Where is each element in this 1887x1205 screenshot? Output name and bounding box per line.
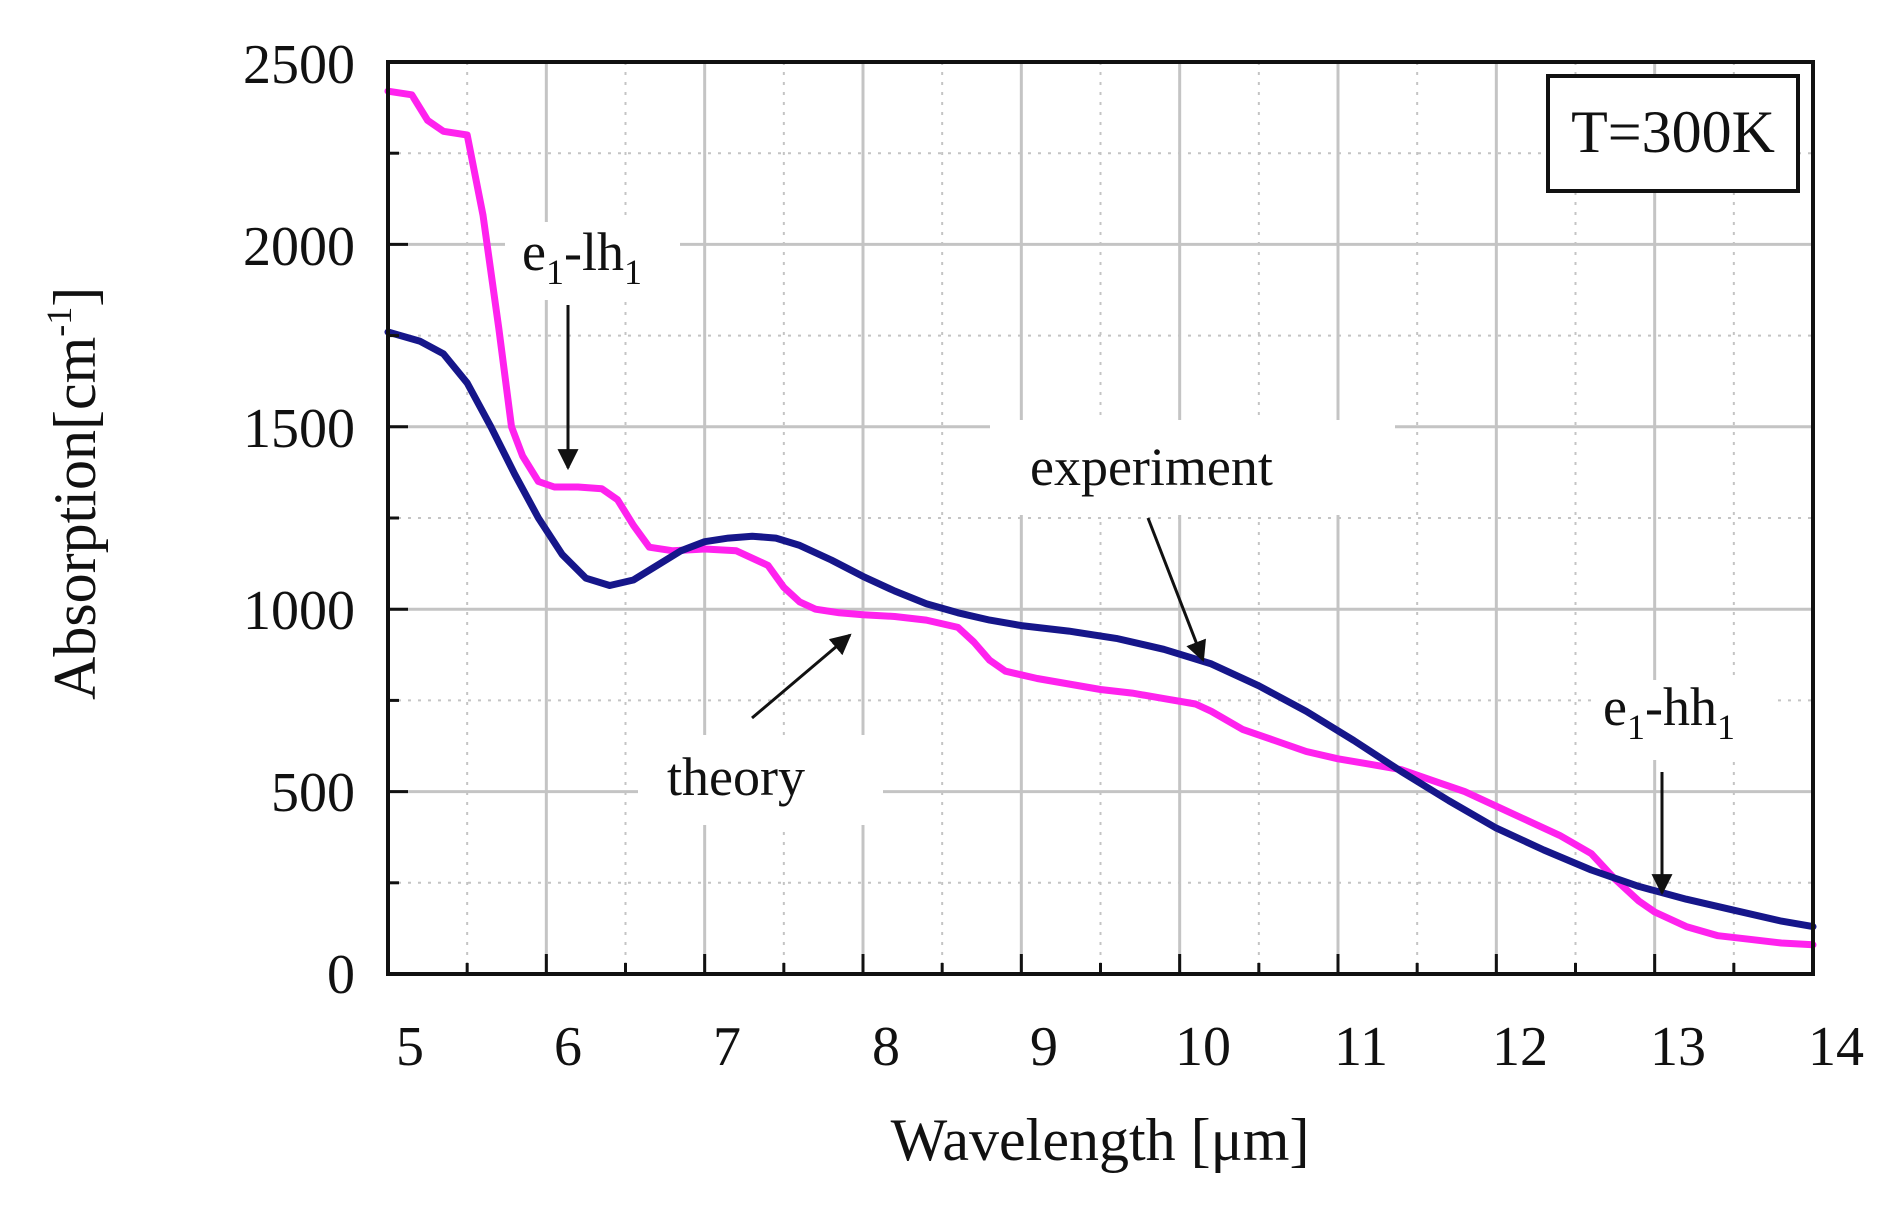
x-tick-label: 7 [713,1016,741,1078]
y-tick-label: 0 [327,944,355,1006]
e1-hh1-mid: -hh [1645,677,1717,737]
e1-hh1-label-background [1592,680,1772,760]
theory-series-line [384,87,1817,949]
x-tick-label: 8 [872,1016,900,1078]
theory-label-background [638,735,883,825]
y-tick-label: 1500 [243,398,355,460]
theory-arrow [751,633,852,720]
x-tick-label: 10 [1175,1016,1231,1078]
x-tick-label: 5 [396,1016,424,1078]
experiment-arrow [1146,517,1206,662]
e1-hh1-label: e1-hh1 [1603,677,1735,747]
grid [388,62,1813,974]
y-axis-title: Absorption[cm-1] [39,287,108,700]
e1-lh1-label: e1-lh1 [522,222,642,292]
x-tick-label: 9 [1030,1016,1058,1078]
e1-hh1-base: e [1603,677,1627,737]
y-tick-label: 500 [271,762,355,824]
e1-lh1-base: e [522,222,546,282]
e1-lh1-subscript-1: 1 [546,252,564,292]
x-tick-label: 6 [554,1016,582,1078]
y-tick-label: 1000 [243,580,355,642]
y-tick-labels: 0 500 1000 1500 2000 2500 [243,34,355,1006]
axis-ticks [386,60,1815,976]
temperature-label: T=300K [1571,99,1775,165]
x-tick-labels: 5 6 7 8 9 10 11 12 13 14 [396,1016,1864,1078]
y-axis-title-main: Absorption[cm [42,337,108,700]
x-tick-label: 13 [1650,1016,1706,1078]
e1-hh1-subscript-2: 1 [1717,707,1735,747]
y-tick-label: 2500 [243,34,355,96]
x-tick-label: 11 [1334,1016,1388,1078]
series-layer [384,87,1817,949]
temperature-box [1546,74,1800,193]
x-tick-label: 12 [1492,1016,1548,1078]
e1-lh1-label-background [505,222,680,300]
y-axis-title-close: ] [42,287,108,307]
experiment-label-background [990,420,1395,515]
e1-hh1-subscript-1: 1 [1627,707,1645,747]
y-tick-label: 2000 [243,216,355,278]
x-tick-label: 14 [1808,1016,1864,1078]
theory-label: theory [667,747,805,807]
experiment-label: experiment [1030,437,1273,497]
experiment-series-line [384,328,1817,931]
y-axis-title-superscript: -1 [39,307,79,337]
x-axis-title: Wavelength [μm] [891,1107,1310,1173]
e1-lh1-mid: -lh [564,222,624,282]
e1-lh1-subscript-2: 1 [624,252,642,292]
